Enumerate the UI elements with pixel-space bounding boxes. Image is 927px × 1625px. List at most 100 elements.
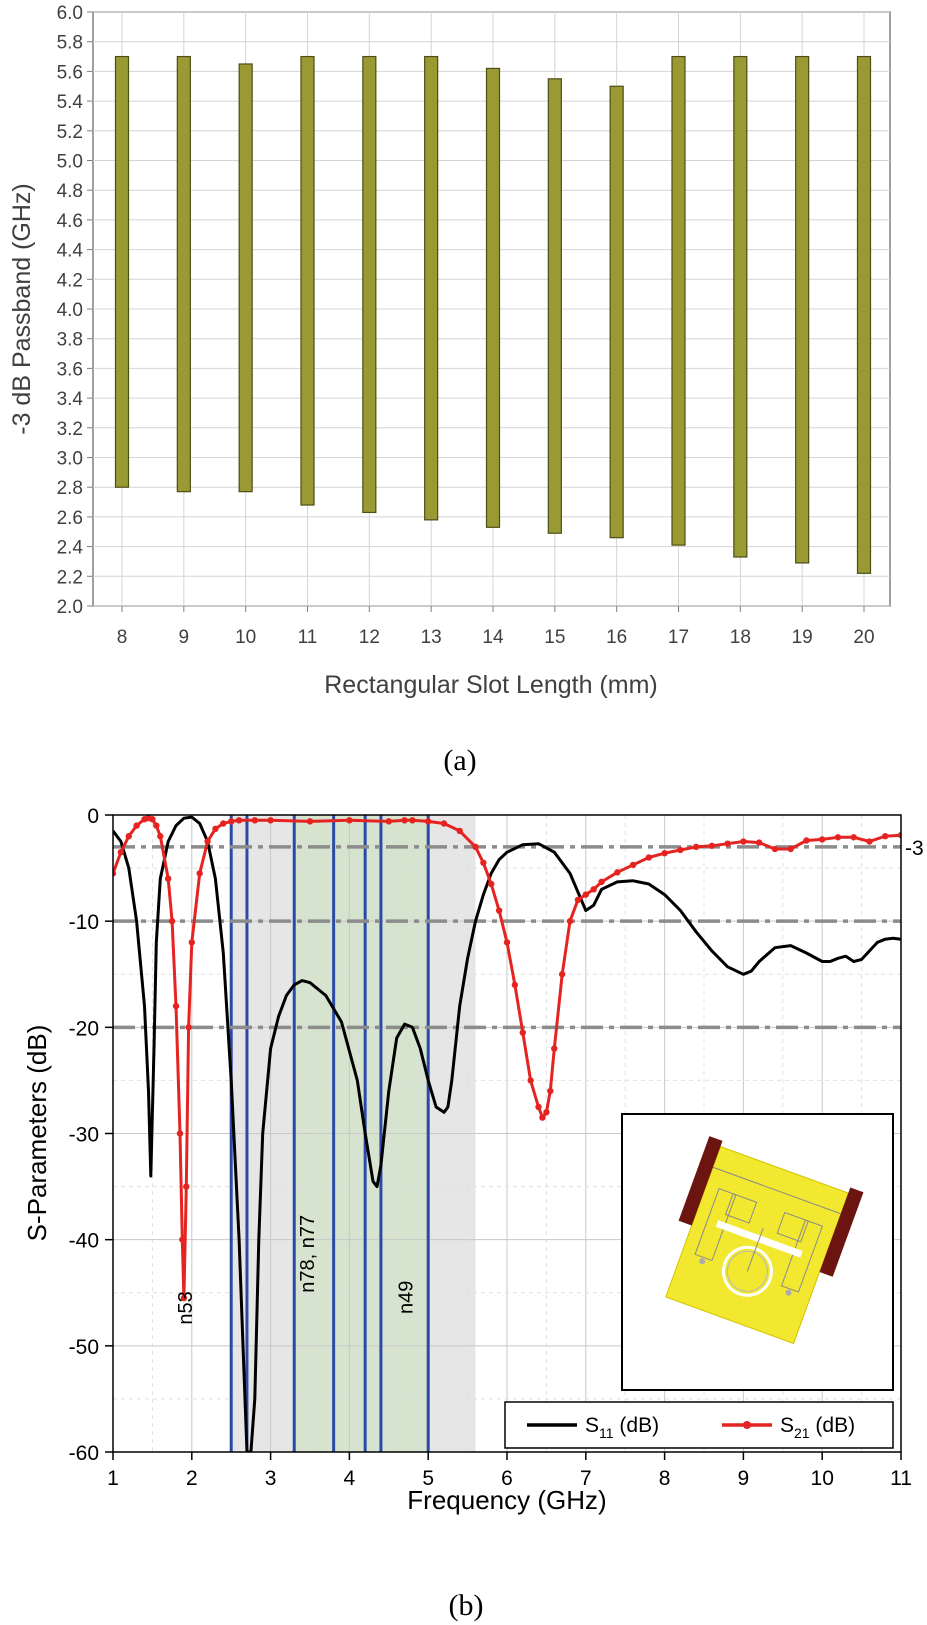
panel-b-series-marker [543, 1109, 550, 1116]
panel-b-y-tick-label: -50 [69, 1336, 99, 1359]
panel-a-bar [238, 63, 253, 493]
panel-b-series-marker [692, 843, 700, 851]
panel-a-passband-chart: 2.0 2.2 2.4 2.6 2.8 3.0 3.2 3.4 3.6 3.8 4.0 4.2 4.4 4… [8, 3, 891, 777]
panel-b-series-marker [582, 891, 589, 898]
panel-a-y-tick-label: 5.0 [57, 152, 83, 173]
panel-a-y-tick-label: 4.8 [57, 181, 83, 202]
panel-a-x-tick-label: 18 [730, 627, 751, 648]
panel-b-series-marker [866, 838, 873, 845]
panel-b-series-marker [385, 818, 392, 825]
panel-b-x-tick-label: 8 [659, 1467, 671, 1490]
panel-a-bar [733, 55, 748, 558]
panel-b-series-marker [188, 939, 195, 946]
panel-b-series-marker [113, 870, 117, 877]
panel-b-series-marker [346, 817, 353, 824]
panel-b-series-marker [125, 833, 132, 840]
legend-s21-label: S21 (dB) [780, 1414, 855, 1441]
panel-b-series-marker [771, 845, 779, 853]
antenna-icon [665, 1136, 864, 1345]
panel-a-bar [485, 67, 501, 528]
panel-a-y-ticks: 2.0 2.2 2.4 2.6 2.8 3.0 3.2 3.4 3.6 3.8 4.0 4.2 4.4 4… [57, 3, 93, 618]
panel-a-bar [176, 55, 191, 493]
panel-b-series-marker [180, 1294, 188, 1302]
panel-a-y-axis-label: -3 dB Passband (GHz) [8, 183, 36, 435]
panel-b-series-marker [480, 859, 487, 866]
panel-b-y-axis-label: S-Parameters (dB) [22, 1025, 52, 1242]
panel-a-x-tick-label: 19 [792, 627, 813, 648]
panel-b-x-tick-label: 5 [422, 1467, 434, 1490]
panel-b-series-marker [172, 1002, 180, 1010]
panel-b-x-tick-label: 2 [186, 1467, 198, 1490]
panel-b-series-marker [819, 836, 826, 843]
panel-b-series-marker [176, 1130, 184, 1137]
panel-a-bar [362, 55, 377, 514]
panel-a-x-tick-label: 15 [544, 627, 565, 648]
panel-b-series-marker [677, 846, 684, 854]
legend-s21-marker [743, 1421, 751, 1429]
panel-a-x-tick-label: 12 [359, 627, 380, 648]
panel-b-series-marker [456, 827, 463, 835]
panel-a-x-tick-label: 13 [421, 627, 442, 648]
panel-b-series-marker [598, 878, 605, 886]
antenna-inset-image [621, 1113, 894, 1391]
panel-b-series-marker [566, 917, 574, 925]
panel-a-caption: (a) [443, 744, 476, 777]
panel-b-y-tick-label: 0 [87, 805, 99, 828]
panel-b-series-marker [708, 842, 716, 849]
panel-a-bar [547, 78, 562, 534]
panel-a-x-tick-label: 8 [117, 627, 128, 648]
panel-a-bar [114, 55, 130, 488]
panel-b-series-marker [755, 839, 763, 846]
panel-a-y-tick-label: 5.8 [57, 33, 83, 54]
panel-b-series-marker [539, 1114, 546, 1121]
panel-b-series-marker [740, 838, 747, 845]
panel-b-series-marker [196, 870, 203, 877]
panel-b-series-marker [645, 854, 653, 861]
panel-b-y-tick-label: -60 [69, 1442, 99, 1465]
panel-b-x-tick-label: 3 [265, 1467, 277, 1490]
panel-b-x-tick-label: 4 [344, 1467, 356, 1490]
panel-b-caption: (b) [449, 1589, 484, 1622]
panel-b-series-marker [204, 838, 211, 845]
panel-b-series-marker [133, 822, 140, 829]
panel-a-y-tick-label: 2.6 [57, 508, 83, 529]
panel-b-series-marker [614, 869, 621, 876]
panel-a-y-tick-label: 5.2 [57, 122, 83, 143]
panel-b-series-marker [149, 816, 156, 823]
panel-b-series-marker [168, 917, 176, 925]
panel-b-series-marker [495, 907, 503, 914]
panel-b-series-marker [401, 817, 408, 824]
panel-b-series-marker [488, 880, 495, 888]
panel-a-bars [114, 55, 872, 574]
panel-a-bar [300, 55, 315, 506]
panel-b-series-marker [590, 886, 597, 893]
panel-a-bar [795, 55, 810, 564]
panel-b-series-marker [503, 939, 511, 946]
panel-a-x-tick-label: 16 [606, 627, 627, 648]
panel-a-y-tick-label: 3.4 [57, 389, 84, 410]
panel-a-bar [609, 85, 624, 539]
panel-b-x-tick-label: 11 [890, 1467, 912, 1490]
panel-a-y-tick-label: 4.2 [57, 270, 83, 291]
panel-b-x-tick-label: 7 [580, 1467, 592, 1490]
panel-a-bar [424, 55, 439, 521]
panel-b-series-line [113, 815, 901, 1452]
panel-a-y-tick-label: 5.4 [57, 92, 84, 113]
panel-a-x-tick-label: 10 [235, 627, 256, 648]
panel-b-s-parameters-chart: -3 1 2 3 4 5 6 7 8 9 10 110-10-20-30-40-50-60 n53n… [22, 805, 924, 1622]
panel-b-series-marker [803, 837, 810, 844]
panel-b-series-marker [897, 831, 901, 839]
panel-b-band-label: n49 [395, 1281, 417, 1314]
panel-b-series-marker [519, 1029, 526, 1036]
panel-b-y-tick-label: -40 [69, 1230, 99, 1253]
panel-b-series-marker [251, 817, 259, 824]
panel-b-series-marker [724, 840, 731, 847]
panel-b-series-marker [850, 834, 857, 841]
panel-b-series-marker [472, 843, 479, 851]
panel-b-y-tick-label: -10 [69, 911, 99, 934]
panel-b-series-marker [440, 820, 448, 827]
panel-b-series-marker [117, 848, 125, 856]
panel-a-y-tick-label: 3.2 [57, 419, 83, 440]
panel-b-series-marker [558, 971, 566, 978]
